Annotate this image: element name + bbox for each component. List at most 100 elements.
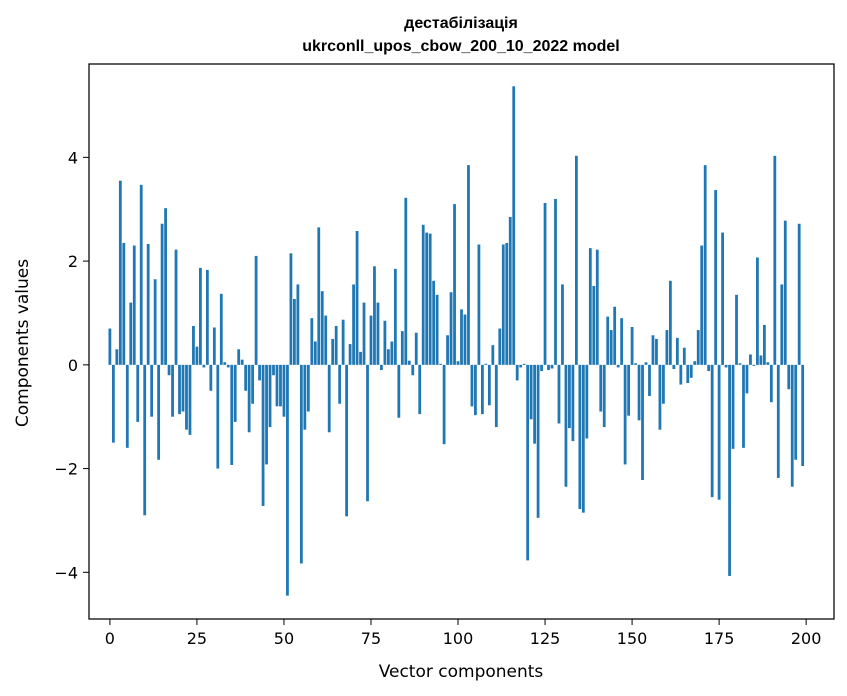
bar bbox=[296, 284, 300, 365]
y-axis-label: Components values bbox=[13, 259, 33, 427]
bar bbox=[275, 364, 279, 407]
bar bbox=[700, 245, 704, 365]
bar bbox=[387, 349, 390, 365]
bar bbox=[627, 364, 630, 416]
bar bbox=[258, 364, 261, 381]
bar bbox=[219, 293, 223, 365]
bar bbox=[254, 255, 258, 365]
bar bbox=[338, 364, 342, 404]
bar bbox=[129, 302, 133, 365]
bar bbox=[355, 231, 359, 365]
bar bbox=[446, 335, 449, 365]
bar bbox=[108, 328, 112, 365]
bar bbox=[136, 364, 140, 422]
bar bbox=[171, 364, 174, 417]
bar bbox=[602, 364, 606, 428]
bar bbox=[581, 364, 585, 513]
bar bbox=[150, 364, 154, 417]
bar bbox=[362, 302, 366, 365]
bar bbox=[515, 364, 519, 381]
y-tick-label: 4 bbox=[68, 148, 78, 167]
plot-frame bbox=[88, 63, 835, 620]
bar bbox=[585, 364, 589, 439]
bar bbox=[540, 364, 543, 372]
bar bbox=[756, 257, 759, 365]
bar bbox=[728, 364, 731, 576]
bar bbox=[738, 363, 742, 365]
bar bbox=[501, 244, 505, 365]
y-tick-label: −2 bbox=[54, 460, 78, 479]
bar bbox=[160, 223, 164, 365]
bar bbox=[477, 244, 481, 365]
bar bbox=[759, 355, 763, 365]
bar bbox=[178, 364, 181, 415]
bar bbox=[662, 364, 665, 404]
bar bbox=[710, 364, 714, 498]
bar bbox=[195, 346, 199, 365]
bar bbox=[592, 286, 596, 365]
bar bbox=[279, 364, 282, 407]
bar bbox=[668, 280, 672, 365]
bar bbox=[230, 364, 234, 465]
bar bbox=[418, 364, 422, 415]
bar bbox=[223, 362, 227, 365]
bar bbox=[407, 360, 411, 365]
y-axis-ticks: −4 −2 0 2 4 bbox=[54, 148, 89, 582]
bar bbox=[453, 204, 456, 365]
bar bbox=[299, 364, 303, 564]
bar bbox=[641, 364, 644, 480]
bar bbox=[474, 364, 477, 416]
bar bbox=[157, 364, 161, 460]
bar bbox=[714, 190, 718, 365]
bar bbox=[400, 331, 404, 365]
bar bbox=[456, 361, 460, 365]
bar bbox=[498, 328, 502, 365]
bar bbox=[425, 232, 429, 365]
bar bbox=[118, 180, 122, 365]
bar bbox=[251, 364, 255, 404]
bar bbox=[188, 364, 192, 435]
bars-group bbox=[108, 86, 805, 596]
bar bbox=[595, 249, 599, 365]
bar bbox=[766, 362, 770, 365]
bar bbox=[393, 268, 397, 365]
bar bbox=[463, 314, 467, 365]
bar bbox=[306, 364, 310, 412]
bar bbox=[428, 233, 432, 365]
bar bbox=[665, 330, 669, 365]
x-tick-label: 125 bbox=[530, 629, 561, 648]
bar bbox=[776, 364, 780, 478]
bar bbox=[672, 364, 676, 369]
bar bbox=[272, 364, 275, 376]
bar bbox=[742, 364, 745, 448]
bar bbox=[432, 280, 436, 365]
bar bbox=[721, 232, 724, 365]
bar bbox=[376, 302, 380, 365]
bar bbox=[268, 364, 272, 428]
bar bbox=[331, 338, 335, 365]
bar bbox=[293, 298, 296, 365]
bar bbox=[522, 363, 526, 365]
bar bbox=[494, 364, 498, 428]
bar bbox=[324, 315, 328, 365]
bar bbox=[550, 364, 554, 369]
bar bbox=[317, 227, 321, 365]
bar bbox=[561, 284, 564, 365]
bar bbox=[543, 203, 547, 365]
bar bbox=[679, 364, 683, 385]
bar bbox=[122, 242, 126, 365]
bar bbox=[599, 364, 603, 412]
bar bbox=[505, 242, 509, 365]
bar bbox=[696, 330, 700, 365]
bar bbox=[693, 361, 697, 365]
bar bbox=[282, 364, 286, 417]
y-tick-label: 0 bbox=[68, 356, 78, 375]
bar bbox=[634, 363, 637, 365]
bar bbox=[801, 364, 805, 466]
bar bbox=[146, 243, 150, 365]
bar bbox=[773, 155, 777, 365]
bar bbox=[289, 253, 293, 365]
bar bbox=[435, 294, 439, 365]
bar bbox=[682, 347, 686, 365]
